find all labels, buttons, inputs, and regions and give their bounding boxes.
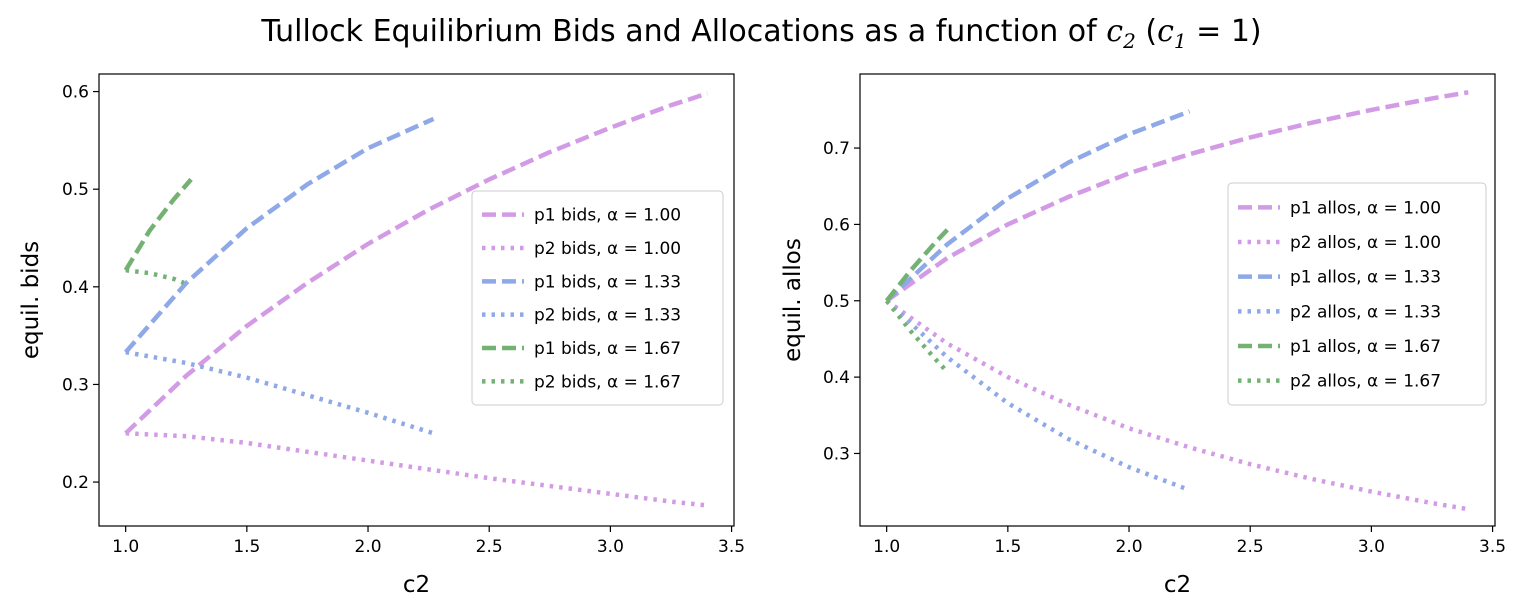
chart-panel-1: 1.0 1.5 2.0 2.5 3.0 3.5 0.2 0.3 0.4 0.5 0.6 c2 equil… <box>18 73 745 598</box>
legend-entry: p2 bids, α = 1.33 <box>534 306 681 326</box>
legend-entry: p2 allos, α = 1.00 <box>1290 233 1441 253</box>
figure-title: Tullock Equilibrium Bids and Allocations… <box>261 14 1262 53</box>
legend-entry: p1 allos, α = 1.67 <box>1290 337 1441 357</box>
series-line-1 <box>885 90 1469 303</box>
figure-title-text: Tullock Equilibrium Bids and Allocations… <box>261 14 1097 49</box>
y-tick-label: 0.4 <box>823 368 850 388</box>
legend-entry: p1 bids, α = 1.67 <box>534 339 681 359</box>
legend-entry: p1 allos, α = 1.00 <box>1290 198 1441 218</box>
series-line-6 <box>125 267 185 285</box>
figure-title-condition: c1 <box>1157 14 1187 53</box>
x-tick-label: 3.5 <box>1479 537 1506 557</box>
legend-entry: p2 bids, α = 1.00 <box>534 239 681 259</box>
legend-entry: p1 bids, α = 1.33 <box>534 272 681 292</box>
y-tick-label: 0.6 <box>62 83 89 103</box>
legend-entry: p1 bids, α = 1.00 <box>534 206 681 226</box>
figure-title-condition-value: = 1 <box>1186 14 1250 49</box>
legend-entry: p2 bids, α = 1.67 <box>534 372 681 392</box>
series-line-3 <box>124 116 435 354</box>
legend-entry: p2 allos, α = 1.67 <box>1290 372 1441 392</box>
series-line-6 <box>884 299 949 374</box>
plot-frame <box>859 73 1496 527</box>
series-line-5 <box>123 177 193 272</box>
y-tick-label: 0.6 <box>823 215 850 235</box>
chart-panel-2: 1.0 1.5 2.0 2.5 3.0 3.5 0.3 0.4 0.5 0.6 0.7 c2 equil… <box>780 73 1506 598</box>
y-tick-label: 0.5 <box>62 180 89 200</box>
y-axis-label: equil. allos <box>780 238 806 362</box>
x-tick-label: 2.0 <box>355 537 382 557</box>
x-tick-label: 2.5 <box>476 537 503 557</box>
x-tick-label: 1.0 <box>112 537 139 557</box>
x-tick-label: 3.0 <box>1358 537 1385 557</box>
x-axis-label: c2 <box>403 572 430 598</box>
x-tick-label: 3.0 <box>597 537 624 557</box>
y-tick-label: 0.3 <box>62 375 89 395</box>
series-line-5 <box>884 228 949 303</box>
plot-frame <box>98 73 735 527</box>
y-tick-label: 0.5 <box>823 292 850 312</box>
legend-entry: p2 allos, α = 1.33 <box>1290 302 1441 322</box>
x-axis-label: c2 <box>1164 572 1191 598</box>
y-tick-label: 0.4 <box>62 278 89 298</box>
x-tick-label: 3.5 <box>718 537 745 557</box>
legend-entry: p1 allos, α = 1.33 <box>1290 268 1441 288</box>
y-tick-label: 0.2 <box>62 473 89 493</box>
legend: p1 allos, α = 1.00 p2 allos, α = 1.00 p1 a… <box>1227 182 1487 406</box>
x-tick-label: 1.5 <box>994 537 1021 557</box>
legend: p1 bids, α = 1.00 p2 bids, α = 1.00 p1 bid… <box>471 190 724 406</box>
x-tick-label: 1.0 <box>873 537 900 557</box>
legend-box <box>471 190 724 406</box>
figure-title-var: c2 <box>1106 14 1136 53</box>
x-tick-label: 2.5 <box>1237 537 1264 557</box>
series-line-3 <box>885 109 1191 303</box>
series-line-4 <box>885 299 1191 493</box>
y-tick-label: 0.3 <box>823 444 850 464</box>
x-tick-label: 2.0 <box>1116 537 1143 557</box>
y-tick-label: 0.7 <box>823 139 850 159</box>
y-axis-label: equil. bids <box>18 241 44 359</box>
series-line-4 <box>125 349 435 436</box>
series-line-2 <box>125 431 708 508</box>
x-tick-label: 1.5 <box>233 537 260 557</box>
legend-box <box>1227 182 1487 406</box>
